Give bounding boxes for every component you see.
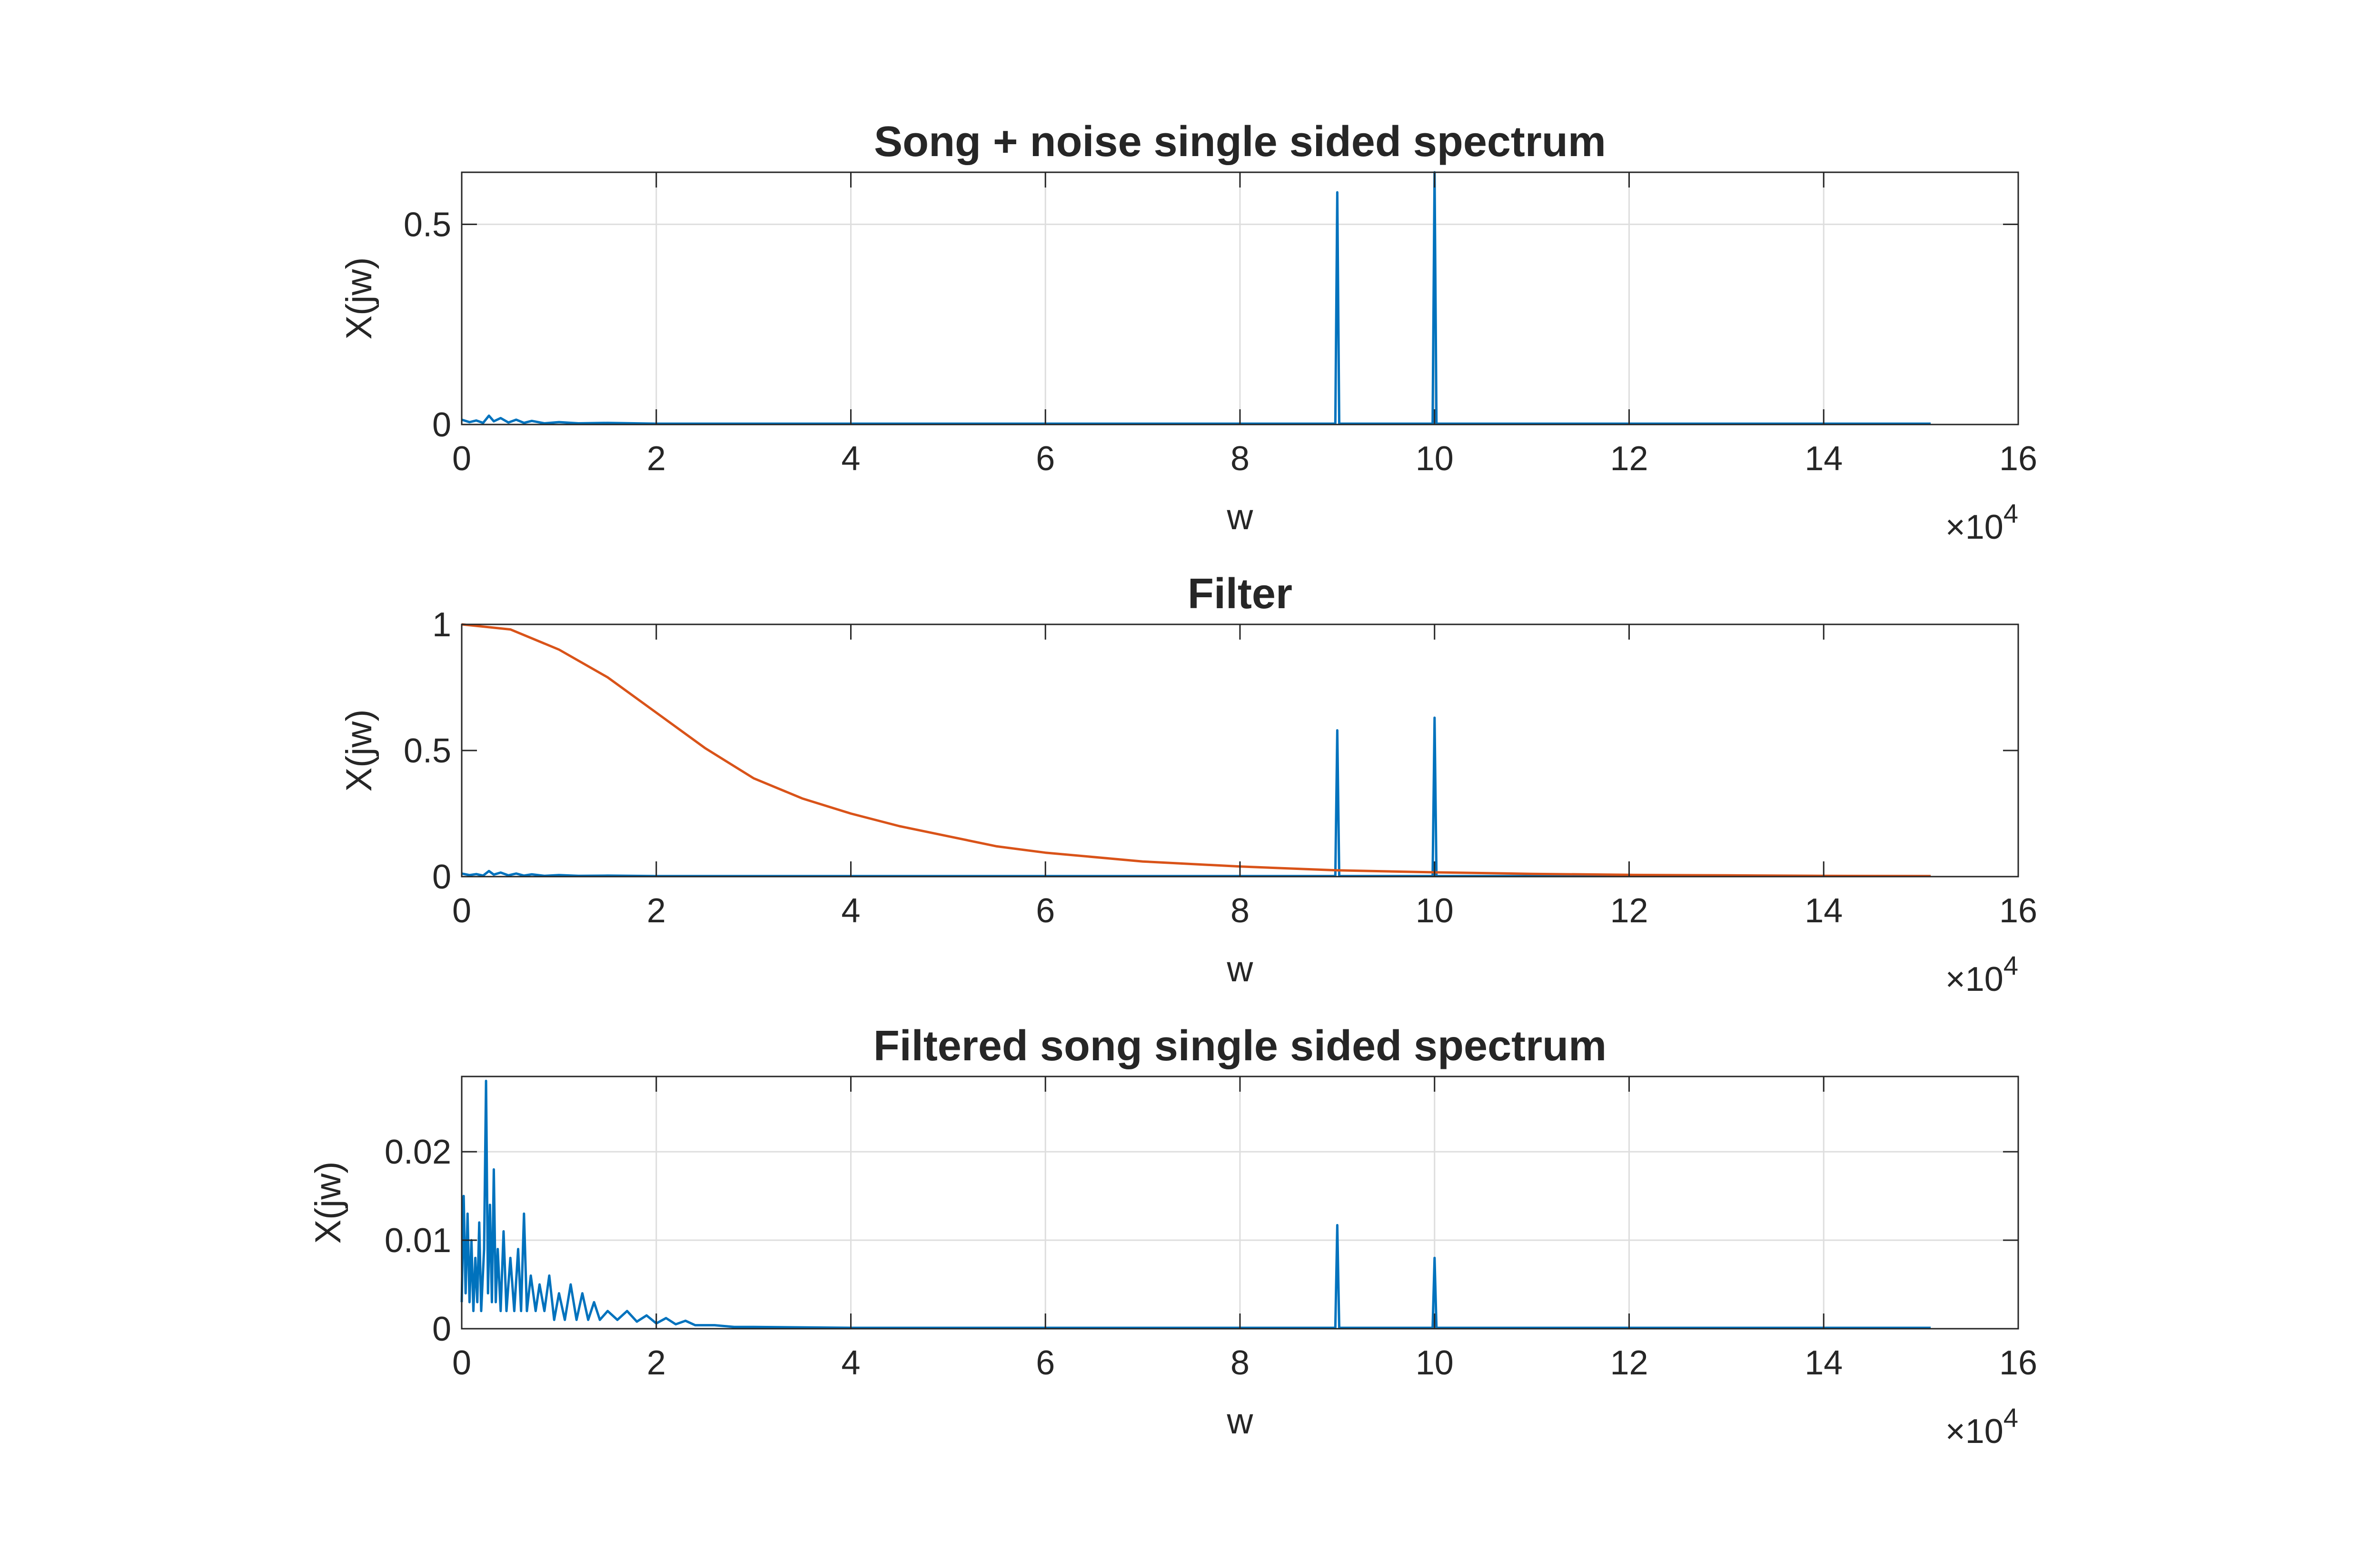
y-tick-label: 0 <box>432 406 451 444</box>
y-tick-label: 1 <box>432 606 451 644</box>
x-tick-label: 2 <box>647 892 666 930</box>
x-tick-label: 12 <box>1610 440 1648 478</box>
y-axis-label: X(jw) <box>308 1161 348 1244</box>
y-tick-label: 0.5 <box>404 206 451 244</box>
x-tick-label: 16 <box>1999 1344 2037 1382</box>
x-tick-label: 14 <box>1805 440 1843 478</box>
subplot-3: 0 2 4 6 8 10 12 14 16 0 0.01 0.02 Filtered song sing… <box>308 1022 2037 1451</box>
x-exponent-power: 4 <box>2003 498 2018 528</box>
x-tick-label: 0 <box>452 440 471 478</box>
series-line-1 <box>461 716 1931 878</box>
y-tick-label: 0 <box>432 1310 451 1348</box>
x-exponent-label: ×104 <box>1945 498 2018 546</box>
x-tick-label: 4 <box>841 892 860 930</box>
x-tick-label: 6 <box>1036 892 1055 930</box>
x-tick-label: 12 <box>1610 1344 1648 1382</box>
x-tick-label: 2 <box>647 1344 666 1382</box>
plot-area <box>462 624 2018 877</box>
x-tick-label: 2 <box>647 440 666 478</box>
x-tick-label: 10 <box>1416 440 1454 478</box>
x-tick-label: 10 <box>1416 1344 1454 1382</box>
x-exponent-label: ×104 <box>1945 1402 2018 1451</box>
x-exponent-label: ×104 <box>1945 950 2018 998</box>
x-axis-label: w <box>1227 949 1254 989</box>
x-tick-label: 8 <box>1230 1344 1250 1382</box>
subplot-1: 0 2 4 6 8 10 12 14 16 0 0.5 Song + noise single sid… <box>339 118 2037 546</box>
x-tick-label: 14 <box>1805 1344 1843 1382</box>
y-tick-label: 0.5 <box>404 732 451 770</box>
series-line-2 <box>461 623 1931 878</box>
x-tick-label: 10 <box>1416 892 1454 930</box>
x-tick-label: 8 <box>1230 440 1250 478</box>
chart-title: Song + noise single sided spectrum <box>874 118 1606 166</box>
y-tick-label: 0 <box>432 858 451 896</box>
x-exponent-base: ×10 <box>1945 508 2003 546</box>
x-tick-label: 14 <box>1805 892 1843 930</box>
x-tick-label: 12 <box>1610 892 1648 930</box>
x-tick-label: 0 <box>452 892 471 930</box>
x-exponent-power: 4 <box>2003 950 2018 980</box>
chart-title: Filtered song single sided spectrum <box>873 1022 1606 1070</box>
y-axis-label: X(jw) <box>339 257 379 339</box>
x-axis-label: w <box>1227 497 1254 537</box>
x-tick-label: 6 <box>1036 440 1055 478</box>
x-tick-label: 16 <box>1999 892 2037 930</box>
x-tick-label: 0 <box>452 1344 471 1382</box>
x-tick-label: 4 <box>841 1344 860 1382</box>
x-exponent-base: ×10 <box>1945 960 2003 998</box>
chart-title: Filter <box>1188 570 1292 618</box>
x-tick-label: 8 <box>1230 892 1250 930</box>
y-tick-label: 0.01 <box>385 1222 451 1260</box>
y-tick-label: 0.02 <box>385 1133 451 1171</box>
x-tick-label: 16 <box>1999 440 2037 478</box>
x-tick-label: 4 <box>841 440 860 478</box>
x-axis-label: w <box>1227 1401 1254 1442</box>
x-tick-label: 6 <box>1036 1344 1055 1382</box>
x-exponent-base: ×10 <box>1945 1412 2003 1451</box>
series-line-1 <box>461 171 1931 425</box>
y-axis-label: X(jw) <box>339 709 379 791</box>
x-exponent-power: 4 <box>2003 1402 2018 1432</box>
series-line-1 <box>460 1079 1931 1329</box>
